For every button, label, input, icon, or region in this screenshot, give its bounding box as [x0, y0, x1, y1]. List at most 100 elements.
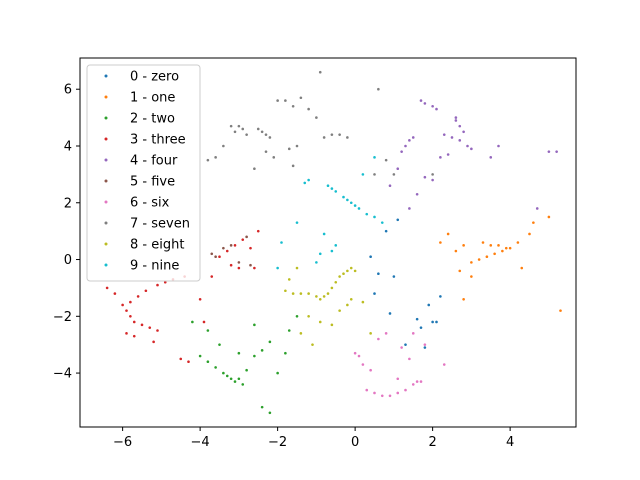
- data-point: [415, 192, 419, 196]
- data-point: [198, 297, 202, 301]
- data-point: [148, 326, 152, 329]
- data-point: [163, 280, 167, 284]
- data-point: [245, 133, 248, 136]
- data-point: [353, 269, 357, 273]
- data-point: [346, 269, 349, 273]
- data-point: [380, 221, 384, 224]
- legend-label: 0 - zero: [130, 70, 179, 85]
- data-point: [132, 320, 136, 324]
- data-point: [125, 309, 128, 312]
- data-point: [384, 158, 388, 162]
- legend-label: 7 - seven: [130, 217, 190, 232]
- legend-marker: [104, 179, 108, 183]
- data-point: [237, 351, 241, 355]
- data-point: [423, 175, 427, 179]
- legend: 0 - zero 1 - one 2 - two 3 - three 4 - four 5…: [86, 64, 201, 282]
- data-point: [179, 357, 183, 361]
- data-point: [377, 337, 380, 341]
- data-point: [229, 263, 233, 267]
- legend-marker: [104, 263, 108, 267]
- data-point: [233, 130, 237, 134]
- legend-label: 6 - six: [130, 196, 170, 211]
- data-point: [245, 368, 248, 372]
- data-point: [365, 212, 369, 216]
- data-point: [334, 190, 338, 193]
- data-point: [501, 249, 504, 253]
- data-point: [446, 232, 450, 236]
- data-point: [439, 295, 442, 298]
- data-point: [152, 340, 155, 344]
- data-point: [260, 405, 264, 409]
- legend-marker: [104, 242, 108, 246]
- data-point: [427, 303, 431, 307]
- data-point: [361, 363, 365, 366]
- legend-label: 4 - four: [130, 154, 178, 169]
- data-point: [361, 173, 365, 176]
- data-point: [311, 343, 314, 346]
- data-point: [105, 286, 109, 290]
- x-tick-label: −4: [191, 435, 210, 450]
- data-point: [411, 332, 415, 335]
- data-point: [256, 229, 260, 233]
- data-point: [318, 320, 322, 324]
- data-point: [396, 218, 400, 222]
- data-point: [214, 255, 217, 258]
- legend-box: [86, 64, 201, 282]
- data-point: [458, 124, 462, 128]
- data-point: [349, 266, 353, 270]
- data-point: [349, 201, 353, 205]
- data-point: [504, 246, 508, 250]
- data-point: [559, 309, 562, 312]
- data-point: [481, 241, 485, 244]
- data-point: [299, 96, 303, 100]
- data-point: [229, 377, 233, 381]
- data-point: [276, 371, 279, 375]
- data-point: [411, 136, 415, 139]
- data-point: [373, 292, 376, 295]
- data-point: [233, 244, 237, 247]
- data-point: [326, 184, 330, 188]
- data-point: [206, 158, 210, 162]
- data-point: [330, 286, 334, 290]
- data-point: [431, 178, 434, 182]
- data-point: [404, 388, 407, 392]
- y-tick-label: −4: [53, 367, 72, 382]
- data-point: [156, 283, 159, 287]
- legend-marker: [104, 95, 108, 99]
- data-point: [121, 303, 124, 307]
- data-point: [315, 295, 318, 298]
- data-point: [249, 263, 252, 267]
- data-point: [202, 320, 206, 324]
- data-point: [237, 266, 241, 270]
- data-point: [477, 258, 481, 261]
- data-point: [287, 278, 291, 281]
- data-point: [241, 238, 245, 241]
- data-point: [342, 272, 345, 276]
- data-point: [284, 289, 287, 293]
- data-point: [291, 164, 295, 168]
- data-point: [470, 275, 473, 278]
- y-tick-label: 6: [64, 83, 72, 98]
- data-point: [299, 332, 303, 335]
- data-point: [245, 235, 248, 239]
- legend-label: 8 - eight: [130, 238, 184, 253]
- data-point: [454, 116, 458, 119]
- data-point: [237, 377, 241, 381]
- data-point: [396, 167, 400, 170]
- data-point: [276, 266, 279, 270]
- data-point: [233, 380, 237, 383]
- data-point: [392, 275, 396, 278]
- data-point: [408, 139, 411, 142]
- data-point: [140, 323, 144, 327]
- data-point: [338, 133, 341, 136]
- data-point: [253, 354, 256, 358]
- data-point: [388, 312, 392, 315]
- data-point: [462, 244, 465, 247]
- data-point: [136, 295, 140, 298]
- data-point: [454, 119, 458, 122]
- data-point: [210, 275, 214, 278]
- legend-marker: [104, 74, 108, 78]
- data-point: [346, 303, 349, 307]
- data-point: [187, 360, 190, 364]
